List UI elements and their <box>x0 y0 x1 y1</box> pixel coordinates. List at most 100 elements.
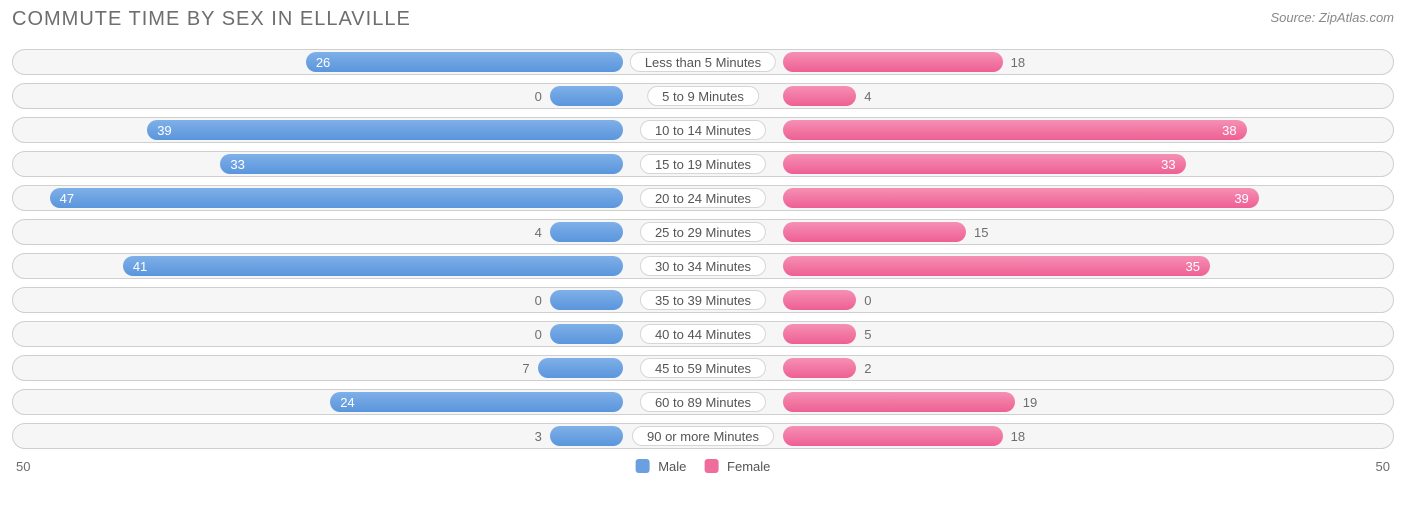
female-half: 0 <box>783 290 1393 310</box>
category-label: 90 or more Minutes <box>632 426 774 446</box>
male-half: 0 <box>13 86 623 106</box>
female-value: 0 <box>864 290 871 310</box>
female-value: 33 <box>1161 157 1175 172</box>
axis-labels: 50 Male Female 50 <box>12 457 1394 474</box>
male-value: 41 <box>133 259 147 274</box>
female-bar <box>783 324 856 344</box>
female-bar <box>783 392 1015 412</box>
female-value: 2 <box>864 358 871 378</box>
data-row: 0 5 40 to 44 Minutes <box>12 321 1394 347</box>
female-bar <box>783 426 1003 446</box>
male-value: 0 <box>535 290 542 310</box>
male-bar: 26 <box>306 52 623 72</box>
category-label: 45 to 59 Minutes <box>640 358 766 378</box>
female-half: 39 <box>783 188 1393 208</box>
male-value: 47 <box>60 191 74 206</box>
chart-rows: 2618Less than 5 Minutes045 to 9 Minutes3… <box>12 49 1394 449</box>
male-bar <box>550 324 623 344</box>
male-bar <box>550 222 623 242</box>
data-row: 39 38 10 to 14 Minutes <box>12 117 1394 143</box>
chart-title: COMMUTE TIME BY SEX IN ELLAVILLE <box>12 8 411 31</box>
male-swatch-icon <box>636 459 650 473</box>
male-bar <box>550 426 623 446</box>
data-row: 4 15 25 to 29 Minutes <box>12 219 1394 245</box>
male-bar <box>538 358 623 378</box>
male-half: 7 <box>13 358 623 378</box>
female-bar <box>783 222 966 242</box>
male-value: 33 <box>230 157 244 172</box>
data-row: 33 33 15 to 19 Minutes <box>12 151 1394 177</box>
male-half: 33 <box>13 154 623 174</box>
category-label: 40 to 44 Minutes <box>640 324 766 344</box>
male-value: 24 <box>340 395 354 410</box>
female-half: 35 <box>783 256 1393 276</box>
female-bar <box>783 86 856 106</box>
female-half: 5 <box>783 324 1393 344</box>
category-label: 25 to 29 Minutes <box>640 222 766 242</box>
axis-right-max: 50 <box>1376 459 1390 474</box>
male-bar: 41 <box>123 256 623 276</box>
data-row: 7 2 45 to 59 Minutes <box>12 355 1394 381</box>
female-value: 39 <box>1234 191 1248 206</box>
female-half: 18 <box>783 52 1393 72</box>
female-swatch-icon <box>704 459 718 473</box>
category-label: 60 to 89 Minutes <box>640 392 766 412</box>
female-half: 18 <box>783 426 1393 446</box>
female-value: 18 <box>1011 52 1025 72</box>
male-half: 41 <box>13 256 623 276</box>
chart-header: COMMUTE TIME BY SEX IN ELLAVILLE Source:… <box>12 8 1394 31</box>
male-value: 0 <box>535 86 542 106</box>
female-half: 4 <box>783 86 1393 106</box>
data-row: 3 18 90 or more Minutes <box>12 423 1394 449</box>
chart-source: Source: ZipAtlas.com <box>1270 10 1394 25</box>
legend-male: Male <box>636 459 687 474</box>
data-row: 41 35 30 to 34 Minutes <box>12 253 1394 279</box>
male-bar: 33 <box>220 154 623 174</box>
male-half: 39 <box>13 120 623 140</box>
data-row: 24 19 60 to 89 Minutes <box>12 389 1394 415</box>
category-label: 20 to 24 Minutes <box>640 188 766 208</box>
male-value: 0 <box>535 324 542 344</box>
commute-chart: COMMUTE TIME BY SEX IN ELLAVILLE Source:… <box>0 0 1406 523</box>
male-half: 0 <box>13 324 623 344</box>
male-bar: 47 <box>50 188 623 208</box>
data-row: 47 39 20 to 24 Minutes <box>12 185 1394 211</box>
male-half: 26 <box>13 52 623 72</box>
female-value: 5 <box>864 324 871 344</box>
male-bar: 24 <box>330 392 623 412</box>
female-half: 33 <box>783 154 1393 174</box>
category-label: 5 to 9 Minutes <box>647 86 759 106</box>
male-value: 7 <box>522 358 529 378</box>
female-bar: 39 <box>783 188 1259 208</box>
female-half: 2 <box>783 358 1393 378</box>
legend-female: Female <box>704 459 770 474</box>
data-row: 0035 to 39 Minutes <box>12 287 1394 313</box>
male-bar <box>550 290 623 310</box>
female-value: 18 <box>1011 426 1025 446</box>
axis-left-max: 50 <box>16 459 30 474</box>
female-bar: 33 <box>783 154 1186 174</box>
male-half: 3 <box>13 426 623 446</box>
data-row: 2618Less than 5 Minutes <box>12 49 1394 75</box>
category-label: 10 to 14 Minutes <box>640 120 766 140</box>
female-value: 19 <box>1023 392 1037 412</box>
category-label: 30 to 34 Minutes <box>640 256 766 276</box>
male-bar <box>550 86 623 106</box>
female-half: 15 <box>783 222 1393 242</box>
female-half: 19 <box>783 392 1393 412</box>
legend: Male Female <box>636 459 771 474</box>
male-half: 0 <box>13 290 623 310</box>
male-value: 39 <box>157 123 171 138</box>
male-half: 24 <box>13 392 623 412</box>
male-value: 4 <box>535 222 542 242</box>
legend-male-label: Male <box>658 459 686 474</box>
female-value: 38 <box>1222 123 1236 138</box>
female-bar <box>783 358 856 378</box>
data-row: 0 4 5 to 9 Minutes <box>12 83 1394 109</box>
male-half: 4 <box>13 222 623 242</box>
female-value: 35 <box>1186 259 1200 274</box>
male-value: 26 <box>316 55 330 70</box>
category-label: 15 to 19 Minutes <box>640 154 766 174</box>
female-bar <box>783 290 856 310</box>
female-half: 38 <box>783 120 1393 140</box>
